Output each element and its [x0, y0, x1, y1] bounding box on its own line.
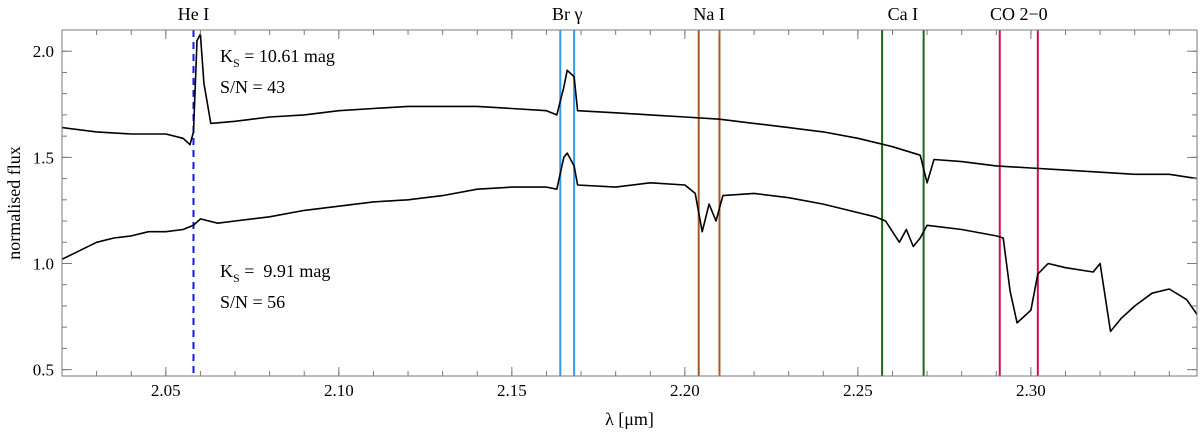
- spectral-line-label-1: Br γ: [552, 4, 583, 24]
- annotation-top-magnitude: KS = 10.61 mag: [220, 46, 335, 70]
- annotation-bottom-star: KS = 9.91 mag S/N = 56: [220, 261, 330, 312]
- spectral-line-markers: [192, 30, 1039, 376]
- y-tick-label-2: 1.5: [33, 148, 54, 167]
- spectral-line-label-0: He I: [178, 4, 209, 24]
- y-tick-label-0: 0.5: [33, 361, 54, 380]
- spectral-line-label-3: Ca I: [888, 4, 919, 24]
- y-tick-label-1: 1.0: [33, 254, 54, 273]
- spectral-line-labels: He I Br γ Na I Ca I CO 2−0: [178, 4, 1048, 24]
- x-tick-label-4: 2.25: [843, 381, 873, 400]
- x-tick-label-3: 2.20: [670, 381, 700, 400]
- x-tick-label-5: 2.30: [1016, 381, 1046, 400]
- spectral-line-label-2: Na I: [693, 4, 724, 24]
- spectral-line-label-4: CO 2−0: [990, 4, 1048, 24]
- annotation-bottom-magnitude: KS = 9.91 mag: [220, 261, 330, 285]
- y-axis-title: normalised flux: [4, 146, 24, 259]
- annotation-top-snr: S/N = 43: [220, 77, 285, 97]
- x-axis-title: λ [μm]: [605, 409, 654, 429]
- x-tick-label-0: 2.05: [151, 381, 181, 400]
- x-tick-label-2: 2.15: [497, 381, 527, 400]
- y-tick-label-3: 2.0: [33, 42, 54, 61]
- plot-frame: [61, 29, 1198, 377]
- x-tick-label-1: 2.10: [324, 381, 354, 400]
- spectrum-series-0: [62, 33, 1197, 184]
- spectrum-series: [62, 33, 1197, 333]
- spectrum-series-1: [62, 152, 1197, 333]
- annotation-top-star: KS = 10.61 mag S/N = 43: [220, 46, 335, 97]
- axis-ticks: 2.05 2.10 2.15 2.20 2.25 2.30 0.5 1.0 1.5 2.0: [33, 29, 1197, 400]
- annotation-bottom-snr: S/N = 56: [220, 292, 285, 312]
